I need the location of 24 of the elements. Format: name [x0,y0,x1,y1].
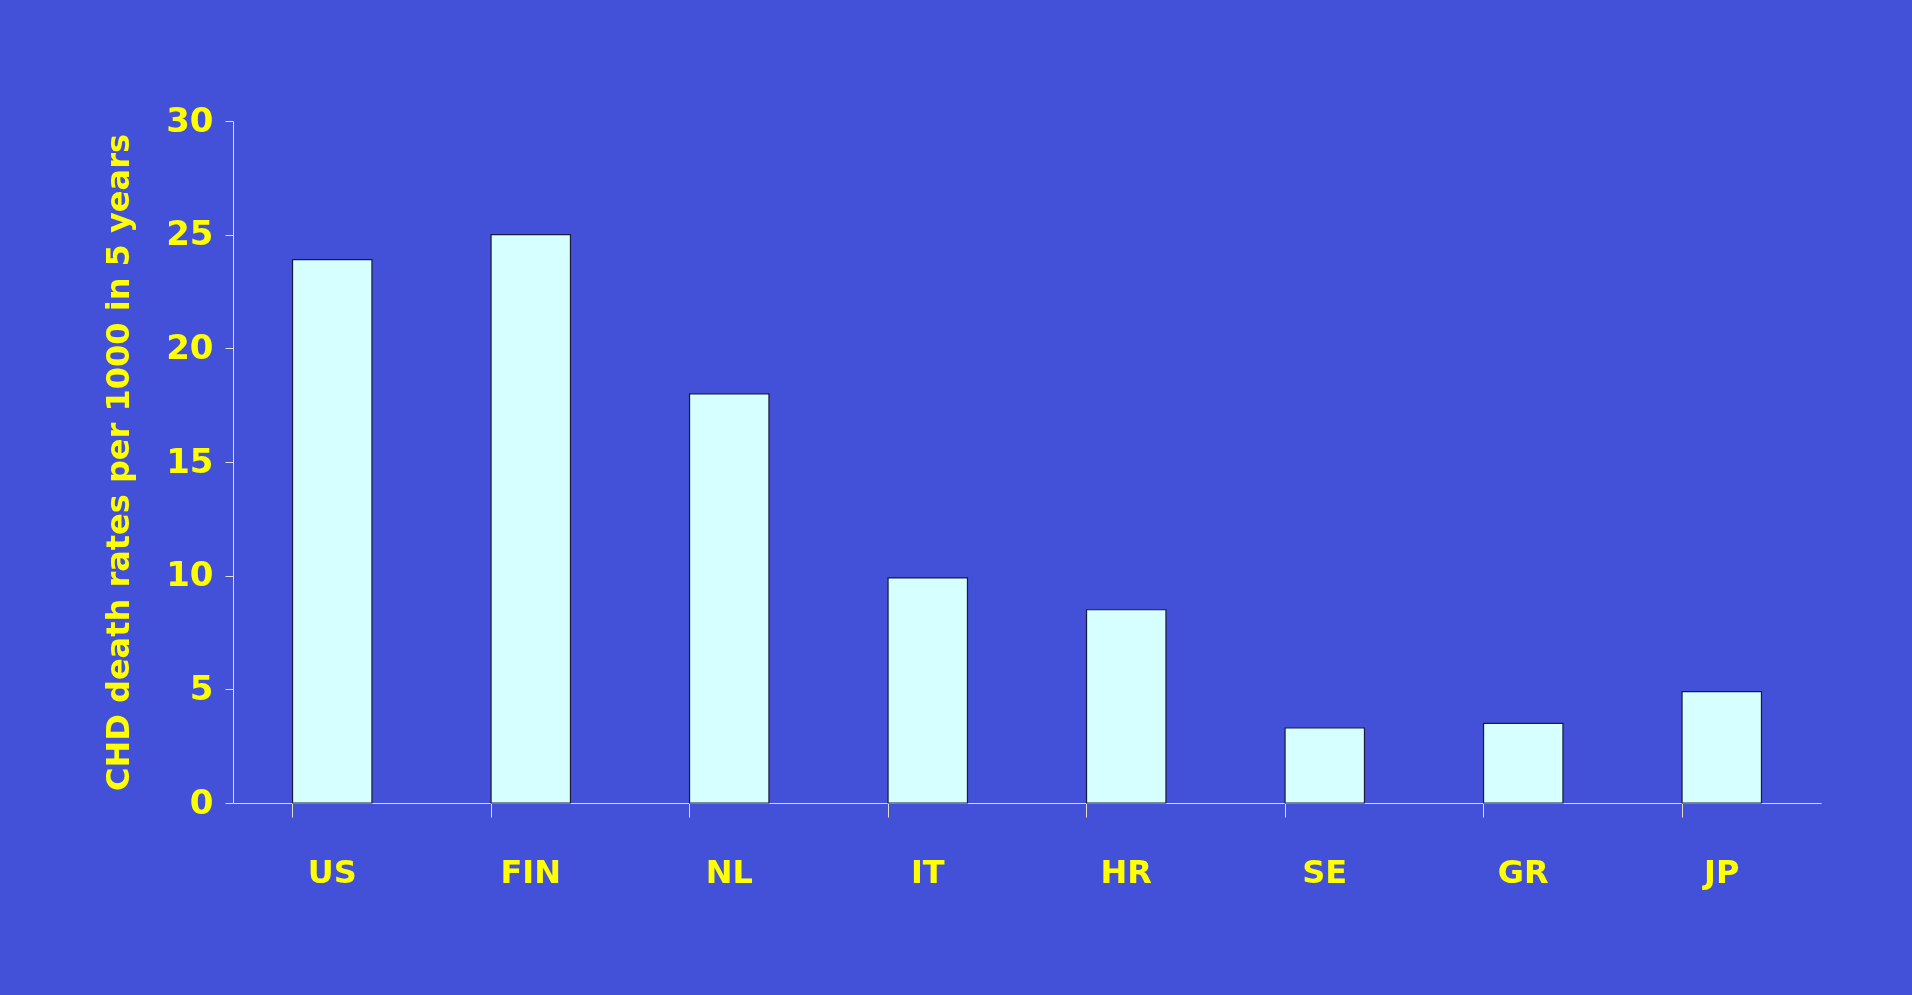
y-tick-label: 0 [189,781,214,822]
x-tick-label: FIN [500,852,562,891]
bar [1085,609,1167,804]
bar [490,234,572,804]
x-tick-label: IT [910,852,945,891]
y-tick-label: 10 [166,554,214,595]
y-tick-label: 20 [166,326,214,367]
bar [887,577,969,804]
bar [688,393,770,804]
x-tick-label: NL [705,852,753,891]
x-tick-label: JP [1702,852,1740,891]
bar [1681,691,1763,804]
x-tick-label: GR [1497,852,1549,891]
x-tick-label: SE [1302,852,1348,891]
y-tick-label: 5 [189,667,214,708]
y-tick-label: 30 [166,99,214,140]
bar [1284,727,1366,804]
x-tick-label: HR [1100,852,1152,891]
y-tick-label: 25 [166,213,214,254]
bar [291,259,373,804]
x-tick-label: US [307,852,357,891]
y-axis-title: CHD death rates per 1000 in 5 years [99,134,138,791]
y-tick-label: 15 [166,440,214,481]
bar [1482,722,1564,804]
